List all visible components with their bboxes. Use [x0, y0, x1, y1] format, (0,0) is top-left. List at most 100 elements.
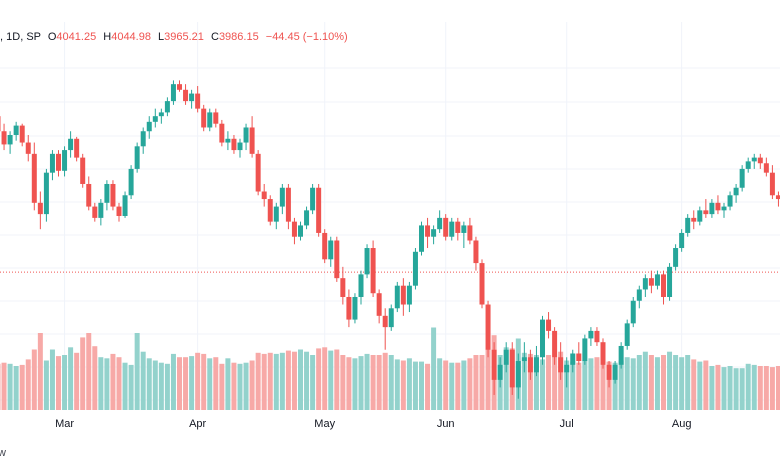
candle-body — [685, 217, 691, 233]
volume-bar — [346, 357, 352, 410]
volume-bar — [322, 347, 328, 410]
candle-body — [515, 361, 521, 388]
candle-body — [703, 210, 709, 215]
candle-body — [443, 217, 449, 237]
volume-bar — [636, 355, 642, 410]
candle-body — [62, 150, 68, 171]
volume-bar — [739, 368, 745, 410]
candle-body — [74, 138, 80, 158]
candle-body — [400, 285, 406, 305]
candle-body — [49, 153, 55, 173]
candle-body — [697, 210, 703, 222]
candle-body — [255, 153, 261, 192]
volume-bar — [261, 353, 267, 410]
candle-body — [364, 248, 370, 275]
candle-body — [521, 357, 527, 362]
candle-body — [376, 293, 382, 316]
candle-body — [231, 138, 237, 151]
candle-body — [582, 338, 588, 362]
volume-bar — [86, 333, 92, 410]
volume-bar — [715, 364, 721, 410]
volume-bar — [243, 362, 249, 410]
candle-body — [546, 319, 552, 331]
volume-bar — [703, 360, 709, 410]
candle-body — [177, 84, 182, 90]
candle-body — [763, 163, 769, 173]
volume-bar — [195, 352, 201, 410]
volume-bar — [612, 362, 618, 410]
volume-bar — [533, 355, 539, 410]
volume-bar — [231, 362, 237, 410]
candle-body — [497, 364, 503, 380]
volume-bars — [0, 327, 780, 410]
candle-body — [437, 217, 443, 230]
candle-body — [406, 285, 412, 305]
volume-bar — [68, 347, 74, 410]
volume-bar — [775, 366, 780, 410]
candle-body — [225, 138, 231, 143]
candle-body — [642, 278, 648, 290]
volume-bar — [62, 355, 68, 410]
candle-body — [273, 206, 279, 222]
month-label: May — [314, 418, 335, 430]
volume-bar — [273, 353, 279, 410]
candle-body — [667, 266, 673, 297]
volume-bar — [134, 333, 140, 410]
volume-bar — [31, 349, 37, 410]
candle-body — [751, 157, 757, 162]
volume-bar — [213, 357, 219, 410]
volume-bar — [437, 358, 443, 410]
volume-bar — [546, 355, 552, 410]
volume-bar — [455, 362, 461, 410]
volume-bar — [225, 358, 231, 410]
volume-bar — [697, 361, 703, 410]
candle-body — [388, 308, 394, 328]
volume-bar — [709, 366, 715, 410]
candle-body — [673, 248, 679, 267]
volume-bar — [1, 362, 7, 410]
top-toolbar — [0, 0, 780, 22]
candle-body — [146, 121, 152, 132]
volume-bar — [158, 362, 164, 410]
change-value: −44.45 (−1.10%) — [265, 31, 348, 43]
volume-bar — [419, 361, 424, 410]
candle-body — [455, 221, 461, 233]
volume-bar — [503, 347, 509, 410]
candle-body — [419, 225, 424, 252]
volume-bar — [170, 353, 176, 410]
volume-bar — [449, 362, 455, 410]
candle-body — [261, 191, 267, 200]
candle-body — [769, 172, 775, 196]
volume-bar — [552, 357, 558, 410]
volume-bar — [152, 360, 158, 410]
candlestick-chart[interactable]: Mar Apr May Jun Jul Aug — [0, 22, 780, 438]
candle-body — [721, 206, 727, 211]
candle-body — [195, 93, 201, 109]
volume-bar — [685, 355, 691, 410]
volume-bar — [13, 366, 19, 410]
volume-bar — [146, 358, 152, 410]
candle-body — [552, 330, 558, 358]
volume-bar — [310, 355, 316, 410]
candle-body — [691, 217, 697, 222]
volume-bar — [661, 355, 666, 410]
volume-bar — [7, 363, 13, 410]
candle-body — [467, 225, 473, 241]
candle-body — [727, 195, 733, 207]
candles — [0, 80, 780, 399]
volume-bar — [98, 357, 104, 410]
candle-body — [92, 206, 98, 218]
open-value: O4041.25 — [47, 31, 97, 43]
candle-body — [394, 285, 400, 309]
candle-body — [485, 304, 491, 350]
candle-body — [80, 157, 86, 184]
candle-body — [158, 112, 164, 117]
candle-body — [588, 330, 594, 339]
candle-body — [757, 157, 763, 164]
volume-bar — [642, 351, 648, 410]
volume-bar — [164, 363, 170, 410]
candle-body — [382, 315, 388, 328]
candle-body — [648, 278, 654, 286]
volume-bar — [183, 357, 189, 410]
candle-body — [624, 323, 630, 346]
